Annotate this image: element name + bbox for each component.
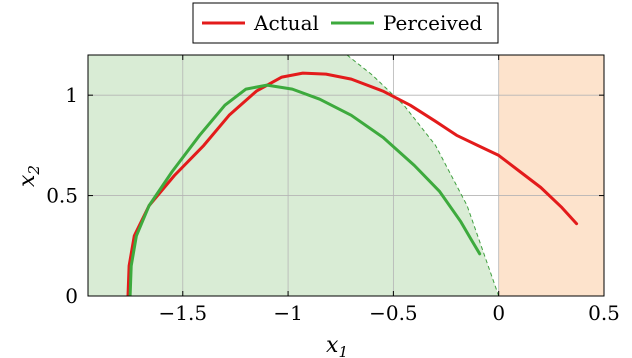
svg-text:x2: x2	[15, 165, 43, 187]
x-axis-label-subscript: 1	[338, 343, 348, 358]
plot-background	[88, 55, 604, 296]
y-tick-label-2: 1	[65, 83, 78, 107]
unsafe-region	[498, 55, 604, 296]
y-axis-label: x2	[15, 165, 43, 187]
x-axis-label-text: x	[326, 333, 339, 358]
legend-label-actual: Actual	[253, 11, 319, 35]
x-tick-label-2: −0.5	[369, 301, 418, 325]
x-tick-label-0: −1.5	[158, 301, 207, 325]
y-axis-label-text: x	[15, 174, 40, 187]
legend-label-perceived: Perceived	[383, 11, 483, 35]
legend: Actual Perceived	[192, 2, 499, 44]
y-axis-label-subscript: 2	[25, 165, 43, 176]
tick-labels: −1.5 −1 −0.5 0 0.5 0 0.5 1	[46, 83, 620, 325]
x-tick-label-1: −1	[273, 301, 302, 325]
svg-text:x1: x1	[326, 333, 348, 358]
y-tick-label-1: 0.5	[46, 184, 78, 208]
safe-boundary	[346, 55, 500, 296]
series-layer	[126, 55, 579, 296]
series-line-actual	[126, 71, 579, 296]
y-tick-label-0: 0	[65, 284, 78, 308]
series-line-perceived	[128, 83, 482, 296]
safe-region	[88, 55, 499, 296]
x-tick-label-4: 0.5	[588, 301, 620, 325]
axis-ticks	[88, 55, 605, 297]
x-axis-label: x1	[326, 333, 348, 358]
plot-frame	[87, 54, 605, 297]
x-tick-label-3: 0	[492, 301, 505, 325]
